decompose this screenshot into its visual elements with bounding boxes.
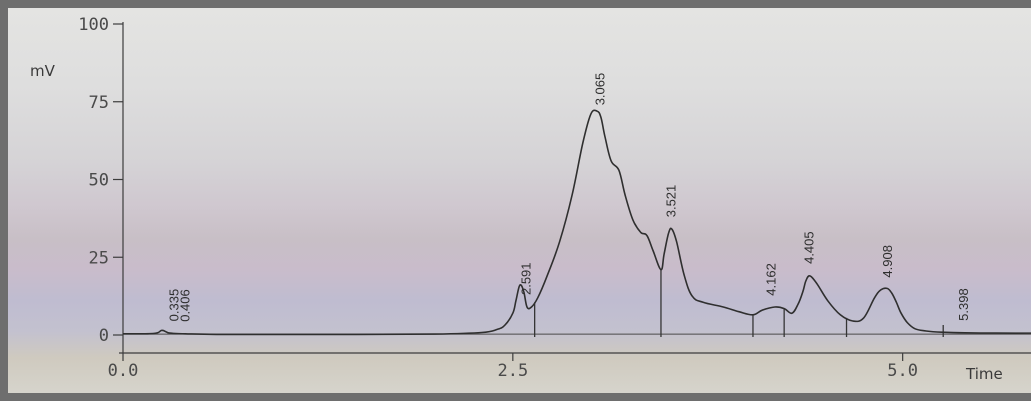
chart-axes xyxy=(119,22,1031,354)
y-tick-label: 25 xyxy=(89,248,109,268)
y-tick-label: 75 xyxy=(89,93,109,113)
peak-label: 0.406 xyxy=(178,289,193,322)
peak-label: 4.908 xyxy=(880,245,895,278)
chromatogram-frame: 0 25 50 75 100 0.0 2.5 5.0 0.335 0.406 2.591 3.065… xyxy=(8,8,1031,393)
peak-label: 3.065 xyxy=(592,73,607,106)
x-tick-label: 5.0 xyxy=(887,361,918,381)
y-tick-label: 100 xyxy=(78,15,109,35)
peak-label: 4.405 xyxy=(801,231,816,264)
peak-label: 2.591 xyxy=(518,262,533,295)
y-axis-title: mV xyxy=(30,62,56,80)
x-tick-label: 0.0 xyxy=(108,361,139,381)
chromatogram-trace xyxy=(122,109,1031,336)
peak-label: 5.398 xyxy=(956,288,971,321)
x-axis-title: Time xyxy=(965,365,1003,383)
y-tick-label: 50 xyxy=(89,171,109,191)
x-tick-label: 2.5 xyxy=(497,361,528,381)
peak-label: 3.521 xyxy=(663,185,678,218)
peak-label: 4.162 xyxy=(763,263,778,296)
y-tick-label: 0 xyxy=(99,326,109,346)
peak-label: 0.335 xyxy=(167,289,182,322)
